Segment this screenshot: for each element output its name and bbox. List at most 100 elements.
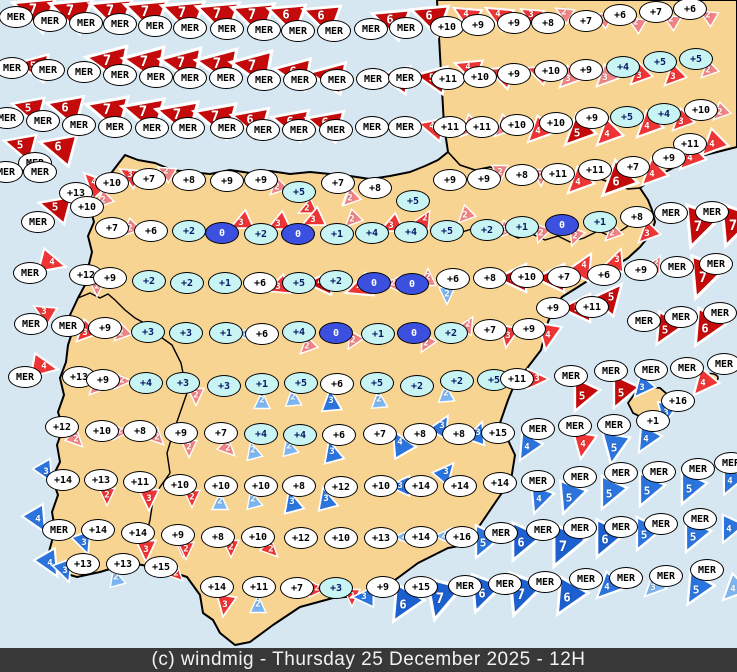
temperature-ellipse: +10 — [85, 420, 119, 442]
wind-force-value: 3 — [222, 599, 228, 610]
wind-force-value: 3 — [397, 480, 403, 491]
sea-point-label: MER — [484, 522, 518, 544]
wind-force-value: 7 — [698, 269, 708, 286]
sea-point-label: MER — [488, 573, 522, 595]
temperature-ellipse: +9 — [512, 318, 546, 340]
wind-triangle-shape — [595, 116, 626, 147]
sea-point-label: MER — [317, 20, 351, 42]
temperature-ellipse: +12 — [324, 476, 358, 498]
temperature-ellipse: +7 — [95, 217, 129, 239]
sea-point-label: MER — [0, 57, 29, 79]
wind-force-value: 7 — [247, 57, 257, 74]
temperature-ellipse: +7 — [639, 1, 673, 23]
wind-triangle-shape — [700, 58, 721, 79]
wind-force-value: 2 — [425, 272, 431, 283]
sea-point-label: MER — [173, 17, 207, 39]
wind-force-value: 2 — [501, 225, 507, 236]
sea-point-label: MER — [8, 366, 42, 388]
sea-point-label: MER — [283, 69, 317, 91]
wind-force-value: 3 — [528, 9, 534, 20]
wind-force-value: 5 — [479, 535, 487, 549]
sea-point-label: MER — [135, 117, 169, 139]
wind-force-value: 2 — [163, 166, 169, 177]
temperature-ellipse: +5 — [679, 48, 713, 70]
wind-force-value: 2 — [668, 14, 674, 25]
wind-force-value: 7 — [102, 101, 112, 118]
wind-force-value: 6 — [478, 586, 486, 601]
sea-point-label: MER — [209, 67, 243, 89]
wind-force-value: 2 — [268, 544, 274, 555]
wind-force-value: 5 — [617, 385, 625, 399]
temperature-ellipse: +14 — [81, 519, 115, 541]
wind-force-value: 3 — [534, 373, 540, 384]
wind-force-value: 2 — [127, 223, 133, 234]
wind-triangle: 4 — [718, 571, 737, 605]
wind-force-value: 2 — [705, 10, 711, 21]
temperature-ellipse: +9 — [93, 267, 127, 289]
wind-force-value: 3 — [43, 466, 49, 477]
wind-force-value: 7 — [558, 538, 568, 555]
temperature-ellipse: +9 — [88, 317, 122, 339]
sea-point-label: MER — [0, 107, 24, 129]
temperature-ellipse: +7 — [280, 577, 314, 599]
wind-triangle: 2 — [243, 440, 264, 462]
wind-triangle: 4 — [714, 513, 737, 546]
wind-force-value: 7 — [693, 218, 703, 235]
temperature-ellipse: +11 — [500, 368, 534, 390]
wind-force-value: 2 — [444, 289, 450, 300]
wind-force-value: 4 — [463, 9, 469, 20]
temperature-ellipse: +8 — [403, 423, 437, 445]
wind-force-value: 2 — [422, 213, 428, 224]
temperature-ellipse: +10 — [500, 114, 534, 136]
wind-triangle-shape — [637, 218, 663, 244]
wind-force-value: 3 — [361, 591, 367, 602]
temperature-ellipse: +12 — [45, 416, 79, 438]
wind-triangle: 3 — [300, 205, 328, 233]
wind-force-value: 3 — [62, 565, 68, 576]
wind-triangle: 4 — [20, 502, 53, 535]
temperature-ellipse: +5 — [284, 372, 318, 394]
wind-triangle: 2 — [602, 221, 625, 244]
temperature-ellipse: 0 — [395, 273, 429, 295]
sea-point-label: MER — [609, 567, 643, 589]
wind-triangle: 2 — [698, 58, 721, 81]
wind-force-value: 4 — [649, 169, 655, 180]
temperature-ellipse: +9 — [161, 524, 195, 546]
wind-triangle-shape — [248, 593, 268, 614]
sea-point-label: MER — [355, 116, 389, 138]
wind-force-value: 4 — [575, 177, 581, 188]
wind-force-value: 7 — [247, 6, 257, 23]
wind-force-value: 2 — [390, 278, 396, 289]
wind-triangle-shape — [663, 61, 689, 87]
wind-force-value: 3 — [670, 71, 676, 82]
temperature-ellipse: +6 — [603, 4, 637, 26]
sea-point-label: MER — [139, 66, 173, 88]
wind-triangle-shape — [612, 373, 642, 411]
wind-triangle: 2 — [210, 490, 230, 512]
wind-triangle: 2 — [342, 207, 365, 230]
sea-point-label: MER — [448, 575, 482, 597]
wind-force-value: 5 — [661, 322, 669, 336]
wind-force-value: 2 — [118, 328, 124, 339]
wind-force-value: 3 — [602, 72, 608, 83]
sea-point-label: MER — [0, 6, 33, 28]
sea-point-label: MER — [42, 519, 76, 541]
sea-point-label: MER — [563, 466, 597, 488]
temperature-ellipse: +8 — [505, 164, 539, 186]
wind-force-value: 4 — [524, 442, 530, 453]
wind-force-value: 6 — [386, 12, 394, 27]
temperature-ellipse: +12 — [284, 527, 318, 549]
wind-triangle-shape — [299, 334, 320, 355]
wind-force-value: 3 — [475, 427, 481, 438]
wind-force-value: 3 — [329, 446, 335, 457]
wind-triangle-shape — [20, 502, 47, 535]
wind-force-value: 2 — [259, 395, 265, 406]
wind-force-value: 2 — [228, 542, 234, 553]
temperature-ellipse: +11 — [465, 116, 499, 138]
temperature-ellipse: +2 — [172, 220, 206, 242]
sea-point-label: MER — [703, 302, 737, 324]
sea-point-label: MER — [569, 568, 603, 590]
sea-point-label: MER — [558, 415, 592, 437]
sea-point-label: MER — [356, 68, 390, 90]
sea-point-label: MER — [389, 17, 423, 39]
